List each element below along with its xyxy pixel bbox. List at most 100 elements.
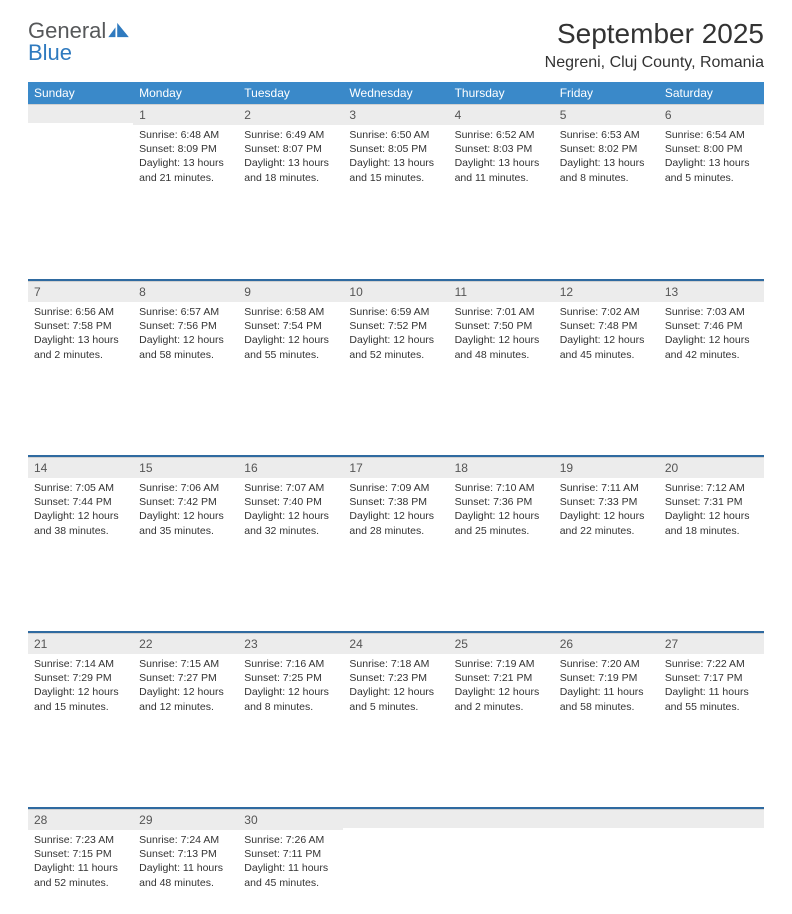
- calendar-cell: 18Sunrise: 7:10 AMSunset: 7:36 PMDayligh…: [449, 456, 554, 544]
- daylight-text: Daylight: 12 hours and 35 minutes.: [139, 509, 232, 537]
- daylight-text: Daylight: 11 hours and 55 minutes.: [665, 685, 758, 713]
- day-number: 14: [28, 457, 133, 478]
- daylight-text: Daylight: 12 hours and 38 minutes.: [34, 509, 127, 537]
- daylight-text: Daylight: 13 hours and 21 minutes.: [139, 156, 232, 184]
- sunset-text: Sunset: 7:23 PM: [349, 671, 442, 685]
- day-details: Sunrise: 7:06 AMSunset: 7:42 PMDaylight:…: [133, 478, 238, 542]
- week-separator: [28, 720, 764, 808]
- calendar-week-row: 28Sunrise: 7:23 AMSunset: 7:15 PMDayligh…: [28, 808, 764, 896]
- month-title: September 2025: [545, 18, 764, 50]
- calendar-cell: 10Sunrise: 6:59 AMSunset: 7:52 PMDayligh…: [343, 280, 448, 368]
- sunset-text: Sunset: 7:27 PM: [139, 671, 232, 685]
- calendar-cell: 27Sunrise: 7:22 AMSunset: 7:17 PMDayligh…: [659, 632, 764, 720]
- daylight-text: Daylight: 11 hours and 48 minutes.: [139, 861, 232, 889]
- daylight-text: Daylight: 12 hours and 22 minutes.: [560, 509, 653, 537]
- sunrise-text: Sunrise: 7:24 AM: [139, 833, 232, 847]
- day-number: 25: [449, 633, 554, 654]
- calendar-cell: 9Sunrise: 6:58 AMSunset: 7:54 PMDaylight…: [238, 280, 343, 368]
- day-details: Sunrise: 7:14 AMSunset: 7:29 PMDaylight:…: [28, 654, 133, 718]
- day-header: Thursday: [449, 82, 554, 104]
- day-number: 8: [133, 281, 238, 302]
- daylight-text: Daylight: 12 hours and 12 minutes.: [139, 685, 232, 713]
- sunrise-text: Sunrise: 7:22 AM: [665, 657, 758, 671]
- sunrise-text: Sunrise: 7:07 AM: [244, 481, 337, 495]
- day-details: Sunrise: 6:58 AMSunset: 7:54 PMDaylight:…: [238, 302, 343, 366]
- daylight-text: Daylight: 12 hours and 45 minutes.: [560, 333, 653, 361]
- sunrise-text: Sunrise: 7:09 AM: [349, 481, 442, 495]
- location-label: Negreni, Cluj County, Romania: [545, 54, 764, 72]
- calendar-page: General Blue September 2025 Negreni, Clu…: [0, 0, 792, 914]
- sunset-text: Sunset: 8:03 PM: [455, 142, 548, 156]
- week-separator: [28, 544, 764, 632]
- day-number: 18: [449, 457, 554, 478]
- calendar-cell: [28, 104, 133, 192]
- daylight-text: Daylight: 12 hours and 2 minutes.: [455, 685, 548, 713]
- sunset-text: Sunset: 8:09 PM: [139, 142, 232, 156]
- daylight-text: Daylight: 13 hours and 5 minutes.: [665, 156, 758, 184]
- day-number: [659, 809, 764, 828]
- sunset-text: Sunset: 7:21 PM: [455, 671, 548, 685]
- calendar-cell: 12 Sunrise: 7:02 AMSunset: 7:48 PMDayligh…: [554, 280, 659, 368]
- calendar-cell: 20Sunrise: 7:12 AMSunset: 7:31 PMDayligh…: [659, 456, 764, 544]
- daylight-text: Daylight: 11 hours and 45 minutes.: [244, 861, 337, 889]
- header: General Blue September 2025 Negreni, Clu…: [28, 18, 764, 72]
- daylight-text: Daylight: 13 hours and 18 minutes.: [244, 156, 337, 184]
- day-number: 16: [238, 457, 343, 478]
- sunset-text: Sunset: 7:48 PM: [560, 319, 653, 333]
- sunrise-text: Sunrise: 7:18 AM: [349, 657, 442, 671]
- day-details: Sunrise: 7:18 AMSunset: 7:23 PMDaylight:…: [343, 654, 448, 718]
- sunrise-text: Sunrise: 6:48 AM: [139, 128, 232, 142]
- sunset-text: Sunset: 7:36 PM: [455, 495, 548, 509]
- daylight-text: Daylight: 12 hours and 5 minutes.: [349, 685, 442, 713]
- calendar-cell: 2Sunrise: 6:49 AMSunset: 8:07 PMDaylight…: [238, 104, 343, 192]
- daylight-text: Daylight: 12 hours and 25 minutes.: [455, 509, 548, 537]
- day-number: 13: [659, 281, 764, 302]
- daylight-text: Daylight: 13 hours and 15 minutes.: [349, 156, 442, 184]
- calendar-cell: 25Sunrise: 7:19 AMSunset: 7:21 PMDayligh…: [449, 632, 554, 720]
- calendar-cell: 16Sunrise: 7:07 AMSunset: 7:40 PMDayligh…: [238, 456, 343, 544]
- calendar-cell: 19Sunrise: 7:11 AMSunset: 7:33 PMDayligh…: [554, 456, 659, 544]
- sunset-text: Sunset: 7:56 PM: [139, 319, 232, 333]
- sunset-text: Sunset: 7:54 PM: [244, 319, 337, 333]
- day-number: 19: [554, 457, 659, 478]
- day-number: [554, 809, 659, 828]
- sunset-text: Sunset: 7:25 PM: [244, 671, 337, 685]
- daylight-text: Daylight: 11 hours and 58 minutes.: [560, 685, 653, 713]
- sunrise-text: Sunrise: 6:59 AM: [349, 305, 442, 319]
- sunrise-text: Sunrise: 6:50 AM: [349, 128, 442, 142]
- calendar-cell: [343, 808, 448, 896]
- day-number: 20: [659, 457, 764, 478]
- sunrise-text: Sunrise: 7:02 AM: [560, 305, 653, 319]
- daylight-text: Daylight: 12 hours and 55 minutes.: [244, 333, 337, 361]
- sunrise-text: Sunrise: 7:26 AM: [244, 833, 337, 847]
- day-details: Sunrise: 6:48 AMSunset: 8:09 PMDaylight:…: [133, 125, 238, 189]
- sunset-text: Sunset: 8:02 PM: [560, 142, 653, 156]
- day-details: Sunrise: 7:22 AMSunset: 7:17 PMDaylight:…: [659, 654, 764, 718]
- day-details: Sunrise: 7:24 AMSunset: 7:13 PMDaylight:…: [133, 830, 238, 894]
- day-details: Sunrise: 6:49 AMSunset: 8:07 PMDaylight:…: [238, 125, 343, 189]
- calendar-cell: [554, 808, 659, 896]
- calendar-cell: 24Sunrise: 7:18 AMSunset: 7:23 PMDayligh…: [343, 632, 448, 720]
- calendar-cell: 26Sunrise: 7:20 AMSunset: 7:19 PMDayligh…: [554, 632, 659, 720]
- day-header: Sunday: [28, 82, 133, 104]
- day-details: Sunrise: 7:15 AMSunset: 7:27 PMDaylight:…: [133, 654, 238, 718]
- calendar-cell: 23Sunrise: 7:16 AMSunset: 7:25 PMDayligh…: [238, 632, 343, 720]
- brand-sail-icon: [108, 22, 130, 38]
- day-number: 12: [554, 281, 659, 302]
- calendar-cell: [659, 808, 764, 896]
- brand-text: General Blue: [28, 20, 106, 64]
- sunrise-text: Sunrise: 6:49 AM: [244, 128, 337, 142]
- calendar-cell: 21Sunrise: 7:14 AMSunset: 7:29 PMDayligh…: [28, 632, 133, 720]
- daylight-text: Daylight: 12 hours and 48 minutes.: [455, 333, 548, 361]
- sunrise-text: Sunrise: 7:14 AM: [34, 657, 127, 671]
- sunrise-text: Sunrise: 6:58 AM: [244, 305, 337, 319]
- day-number: 4: [449, 104, 554, 125]
- day-details: Sunrise: 7:12 AMSunset: 7:31 PMDaylight:…: [659, 478, 764, 542]
- sunrise-text: Sunrise: 7:23 AM: [34, 833, 127, 847]
- calendar-week-row: 7Sunrise: 6:56 AMSunset: 7:58 PMDaylight…: [28, 280, 764, 368]
- day-number: 23: [238, 633, 343, 654]
- calendar-cell: 13Sunrise: 7:03 AMSunset: 7:46 PMDayligh…: [659, 280, 764, 368]
- daylight-text: Daylight: 12 hours and 32 minutes.: [244, 509, 337, 537]
- calendar-cell: 1Sunrise: 6:48 AMSunset: 8:09 PMDaylight…: [133, 104, 238, 192]
- day-details: Sunrise: 6:59 AMSunset: 7:52 PMDaylight:…: [343, 302, 448, 366]
